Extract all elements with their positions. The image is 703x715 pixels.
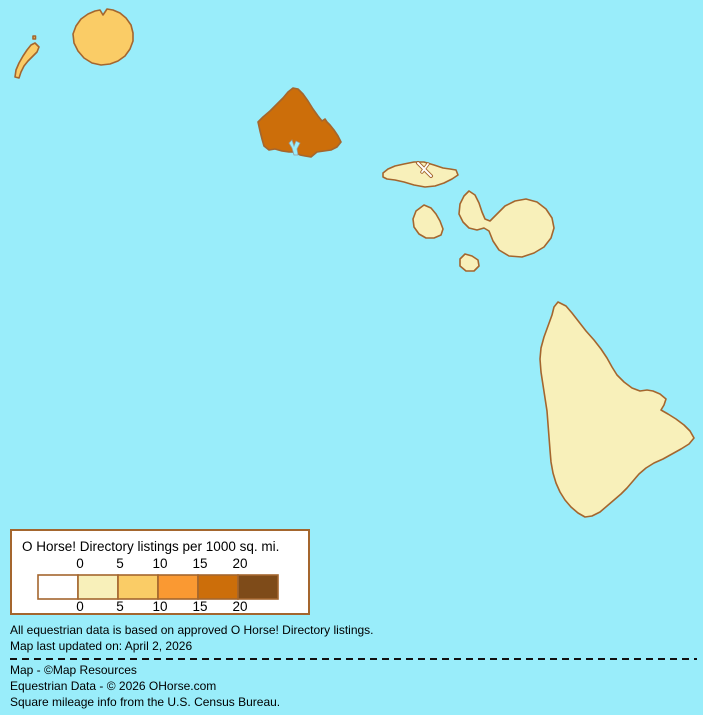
molokai-white-mark	[416, 161, 433, 178]
legend-tick-top-5: 5	[116, 556, 124, 571]
island-maui[interactable]	[458, 190, 555, 258]
map-legend: O Horse! Directory listings per 1000 sq.…	[10, 529, 310, 615]
legend-tick-bottom-10: 10	[152, 599, 168, 614]
footnote-data-source: All equestrian data is based on approved…	[10, 623, 374, 637]
legend-color-scale	[37, 574, 279, 600]
legend-tick-top-15: 15	[192, 556, 208, 571]
island-oahu[interactable]	[257, 87, 342, 158]
legend-tick-bottom-20: 20	[232, 599, 248, 614]
island-niihau[interactable]	[14, 42, 40, 79]
footnote-equestrian-copyright: Equestrian Data - © 2026 OHorse.com	[10, 679, 217, 693]
legend-swatch-3	[157, 574, 199, 600]
island-kauai[interactable]	[72, 8, 134, 66]
legend-swatch-0	[37, 574, 79, 600]
legend-tick-bottom-0: 0	[76, 599, 84, 614]
island-hawaii-big-island[interactable]	[539, 301, 695, 518]
legend-tick-top-10: 10	[152, 556, 168, 571]
island-lehua	[32, 35, 37, 40]
legend-tick-bottom-5: 5	[116, 599, 124, 614]
legend-tick-top-0: 0	[76, 556, 84, 571]
legend-swatch-5	[237, 574, 279, 600]
legend-tick-bottom-15: 15	[192, 599, 208, 614]
footnote-map-copyright: Map - ©Map Resources	[10, 663, 137, 677]
legend-swatch-4	[197, 574, 239, 600]
island-kahoolawe[interactable]	[459, 253, 480, 272]
footnote-census: Square mileage info from the U.S. Census…	[10, 695, 281, 709]
island-molokai[interactable]	[382, 161, 459, 188]
island-lanai[interactable]	[412, 204, 444, 239]
legend-title: O Horse! Directory listings per 1000 sq.…	[22, 539, 280, 554]
legend-tick-top-20: 20	[232, 556, 248, 571]
dashed-separator	[10, 658, 697, 660]
footnote-last-updated: Map last updated on: April 2, 2026	[10, 639, 193, 653]
pearl-harbor-inlet	[288, 139, 301, 156]
legend-swatch-2	[117, 574, 159, 600]
legend-swatch-1	[77, 574, 119, 600]
